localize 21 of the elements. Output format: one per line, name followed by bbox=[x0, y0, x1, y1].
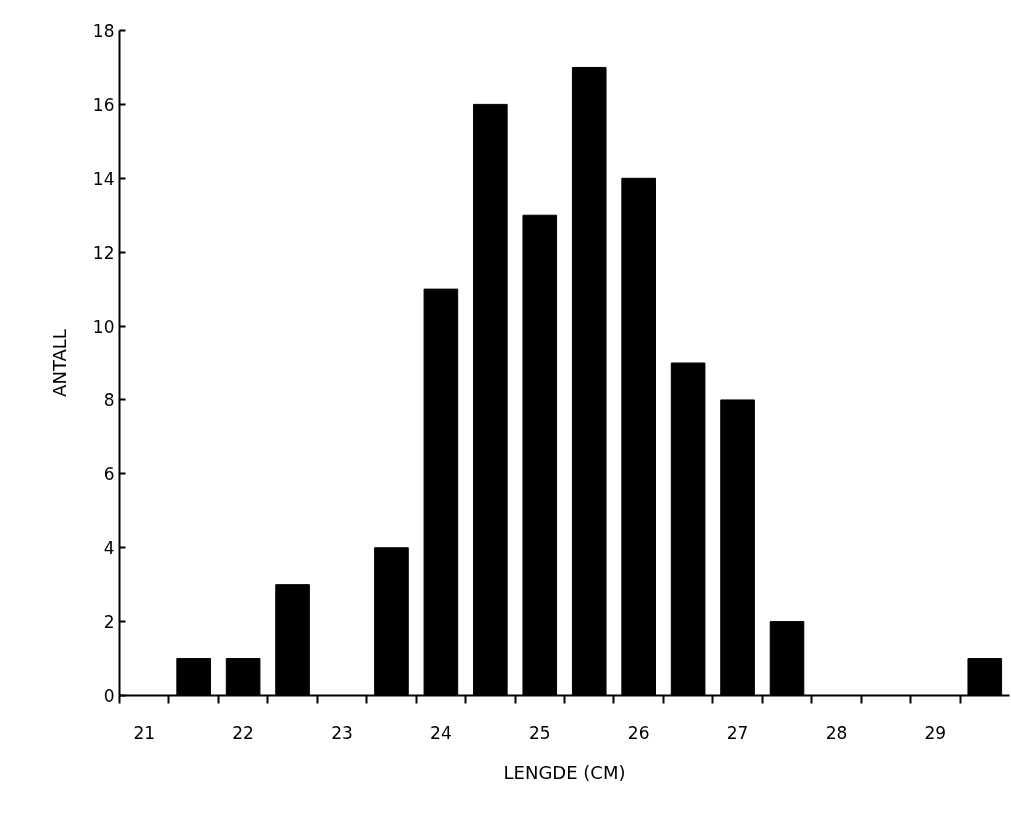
y-tick-label: 2 bbox=[103, 612, 115, 633]
x-tick-label: 25 bbox=[528, 722, 551, 743]
x-tick-label: 24 bbox=[430, 722, 452, 743]
y-tick-label: 6 bbox=[103, 464, 115, 485]
x-tick-label: 27 bbox=[726, 722, 749, 743]
y-axis-title: ANTALL bbox=[48, 329, 70, 397]
y-tick-label: 18 bbox=[92, 21, 115, 41]
x-tick-label: 26 bbox=[627, 722, 650, 743]
y-tick-label: 10 bbox=[92, 316, 115, 337]
y-tick-label: 4 bbox=[103, 538, 115, 559]
x-tick-label: 28 bbox=[825, 722, 848, 743]
x-tick-label: 23 bbox=[331, 722, 353, 743]
y-tick-label: 0 bbox=[103, 686, 115, 706]
y-tick-label: 12 bbox=[92, 242, 115, 263]
x-tick-label: 29 bbox=[924, 722, 947, 743]
y-tick-label: 16 bbox=[92, 94, 115, 115]
x-tick-label: 22 bbox=[232, 722, 254, 743]
x-axis-title: LENGDE (CM) bbox=[503, 761, 626, 783]
y-tick-label: 8 bbox=[103, 390, 115, 411]
x-tick-label: 21 bbox=[133, 722, 156, 743]
y-tick-label: 14 bbox=[92, 168, 115, 189]
